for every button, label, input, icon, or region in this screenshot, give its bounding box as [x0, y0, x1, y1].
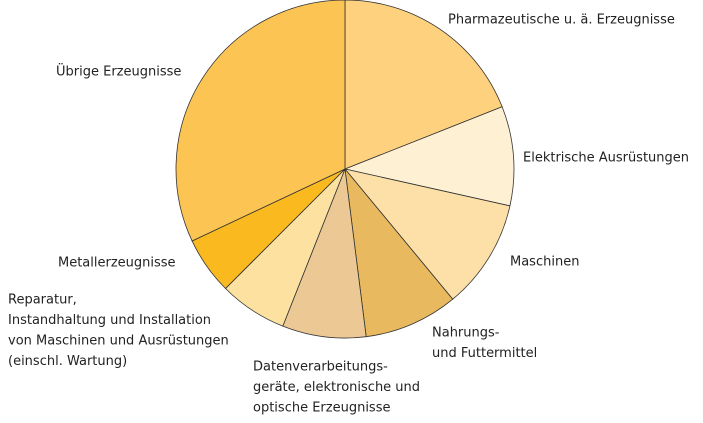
pie-slice: [344, 0, 503, 170]
slice-label: von Maschinen und Ausrüstungen: [8, 334, 229, 349]
pie-slice: [343, 106, 515, 207]
slice-label: Reparatur,: [8, 293, 77, 308]
slice-label: Datenverarbeitungs-: [253, 360, 388, 375]
slice-label: Übrige Erzeugnisse: [56, 63, 181, 80]
slice-label: Elektrische Ausrüstungen: [523, 151, 689, 166]
slice-label: (einschl. Wartung): [8, 354, 127, 369]
slice-label: Nahrungs-: [432, 326, 500, 341]
slice-label: Maschinen: [510, 255, 579, 270]
slice-label: geräte, elektronische und: [253, 380, 420, 395]
slice-label: Pharmazeutische u. ä. Erzeugnisse: [448, 13, 675, 28]
pie-slice: [344, 167, 454, 338]
slice-label: optische Erzeugnisse: [253, 401, 390, 416]
slice-label: Metallerzeugnisse: [58, 256, 176, 271]
pie-slice: [175, 0, 346, 242]
slice-label: Instandhaltung und Installation: [8, 313, 211, 328]
pie-slice: [343, 168, 511, 300]
slice-label: und Futtermittel: [432, 346, 537, 361]
